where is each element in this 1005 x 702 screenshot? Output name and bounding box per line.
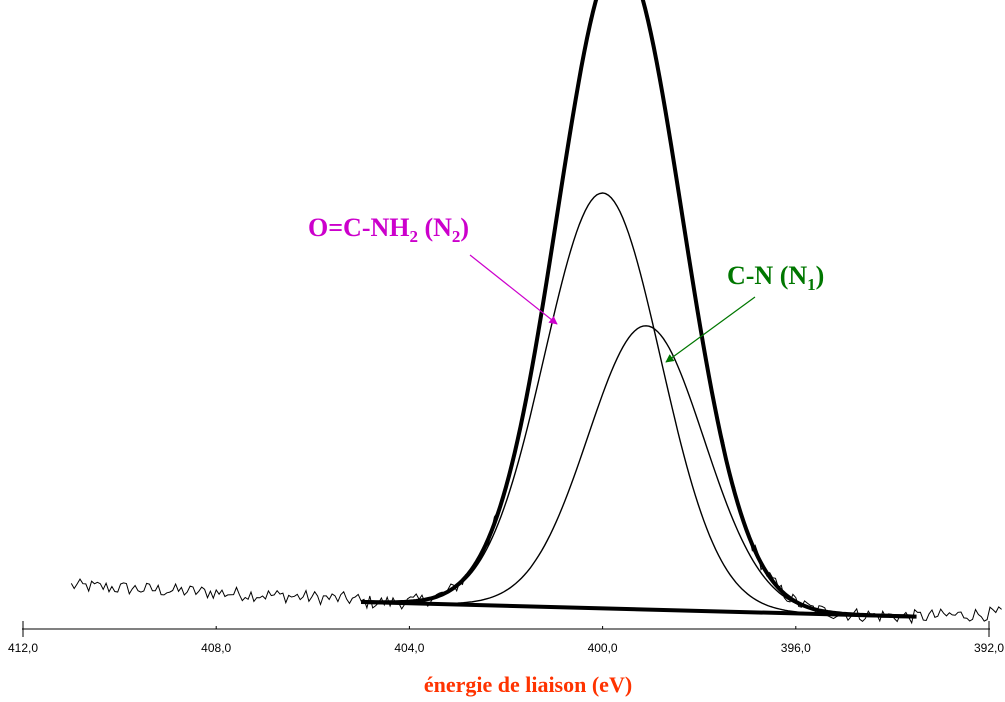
x-tick-label: 400,0 [588, 641, 618, 655]
x-tick-label: 404,0 [394, 641, 424, 655]
annotation-n1-label: C-N (N1) [727, 261, 824, 294]
x-tick-label: 412,0 [8, 641, 38, 655]
x-tick-label: 408,0 [201, 641, 231, 655]
annotation-n2-arrow [469, 254, 558, 325]
raw-spectrum-line [70, 0, 1002, 625]
x-axis-label: énergie de liaison (eV) [424, 672, 632, 697]
component-n1-peak-line [457, 325, 818, 611]
x-tick-label: 396,0 [781, 641, 811, 655]
x-axis [22, 621, 990, 637]
annotation-n1: C-N (N1) [665, 261, 824, 363]
x-tick-label: 392,0 [974, 641, 1004, 655]
component-n2-peak-line [457, 192, 818, 615]
background-baseline-line [361, 600, 917, 619]
annotation-n2-label: O=C-NH2 (N2) [308, 213, 469, 246]
envelope-fit-line [361, 0, 915, 619]
annotation-n1-arrow [665, 296, 756, 363]
annotation-n2: O=C-NH2 (N2) [308, 213, 558, 325]
x-axis-ticks: 412,0 408,0 404,0 400,0 396,0 392,0 [8, 626, 1004, 655]
